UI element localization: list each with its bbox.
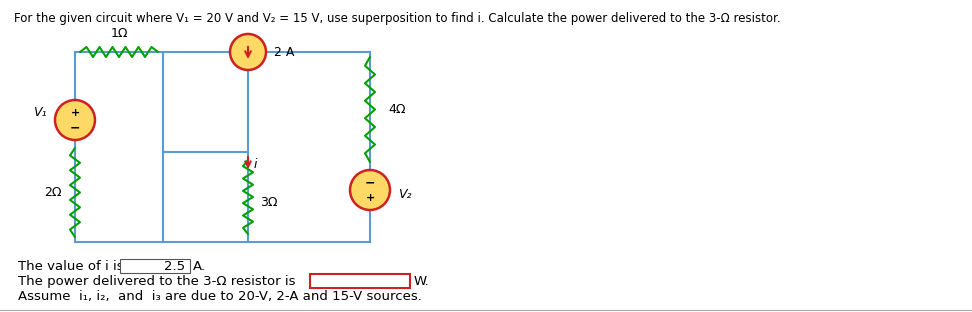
Text: +: + [365, 193, 374, 203]
Text: 2Ω: 2Ω [45, 186, 62, 199]
Text: The value of i is: The value of i is [18, 260, 123, 273]
Circle shape [55, 100, 95, 140]
Text: 3Ω: 3Ω [260, 196, 277, 208]
Text: −: − [364, 177, 375, 189]
Text: +: + [70, 108, 80, 118]
Text: 2.5: 2.5 [164, 260, 185, 272]
Text: 4Ω: 4Ω [388, 103, 405, 116]
Bar [310, 274, 410, 288]
Text: The power delivered to the 3-Ω resistor is: The power delivered to the 3-Ω resistor … [18, 275, 295, 288]
Text: A.: A. [193, 260, 206, 273]
Text: V₂: V₂ [398, 188, 411, 202]
Text: For the given circuit where V₁ = 20 V and V₂ = 15 V, use superposition to find i: For the given circuit where V₁ = 20 V an… [14, 12, 781, 25]
Text: 1Ω: 1Ω [110, 27, 127, 40]
Text: V₁: V₁ [33, 105, 47, 119]
Text: W.: W. [414, 275, 430, 288]
Bar [120, 259, 190, 273]
Circle shape [230, 34, 266, 70]
Text: i: i [254, 158, 258, 170]
Circle shape [350, 170, 390, 210]
Text: Assume  i₁, i₂,  and  i₃ are due to 20-V, 2-A and 15-V sources.: Assume i₁, i₂, and i₃ are due to 20-V, 2… [18, 290, 422, 303]
Text: 2 A: 2 A [274, 46, 295, 59]
Text: −: − [70, 122, 81, 135]
